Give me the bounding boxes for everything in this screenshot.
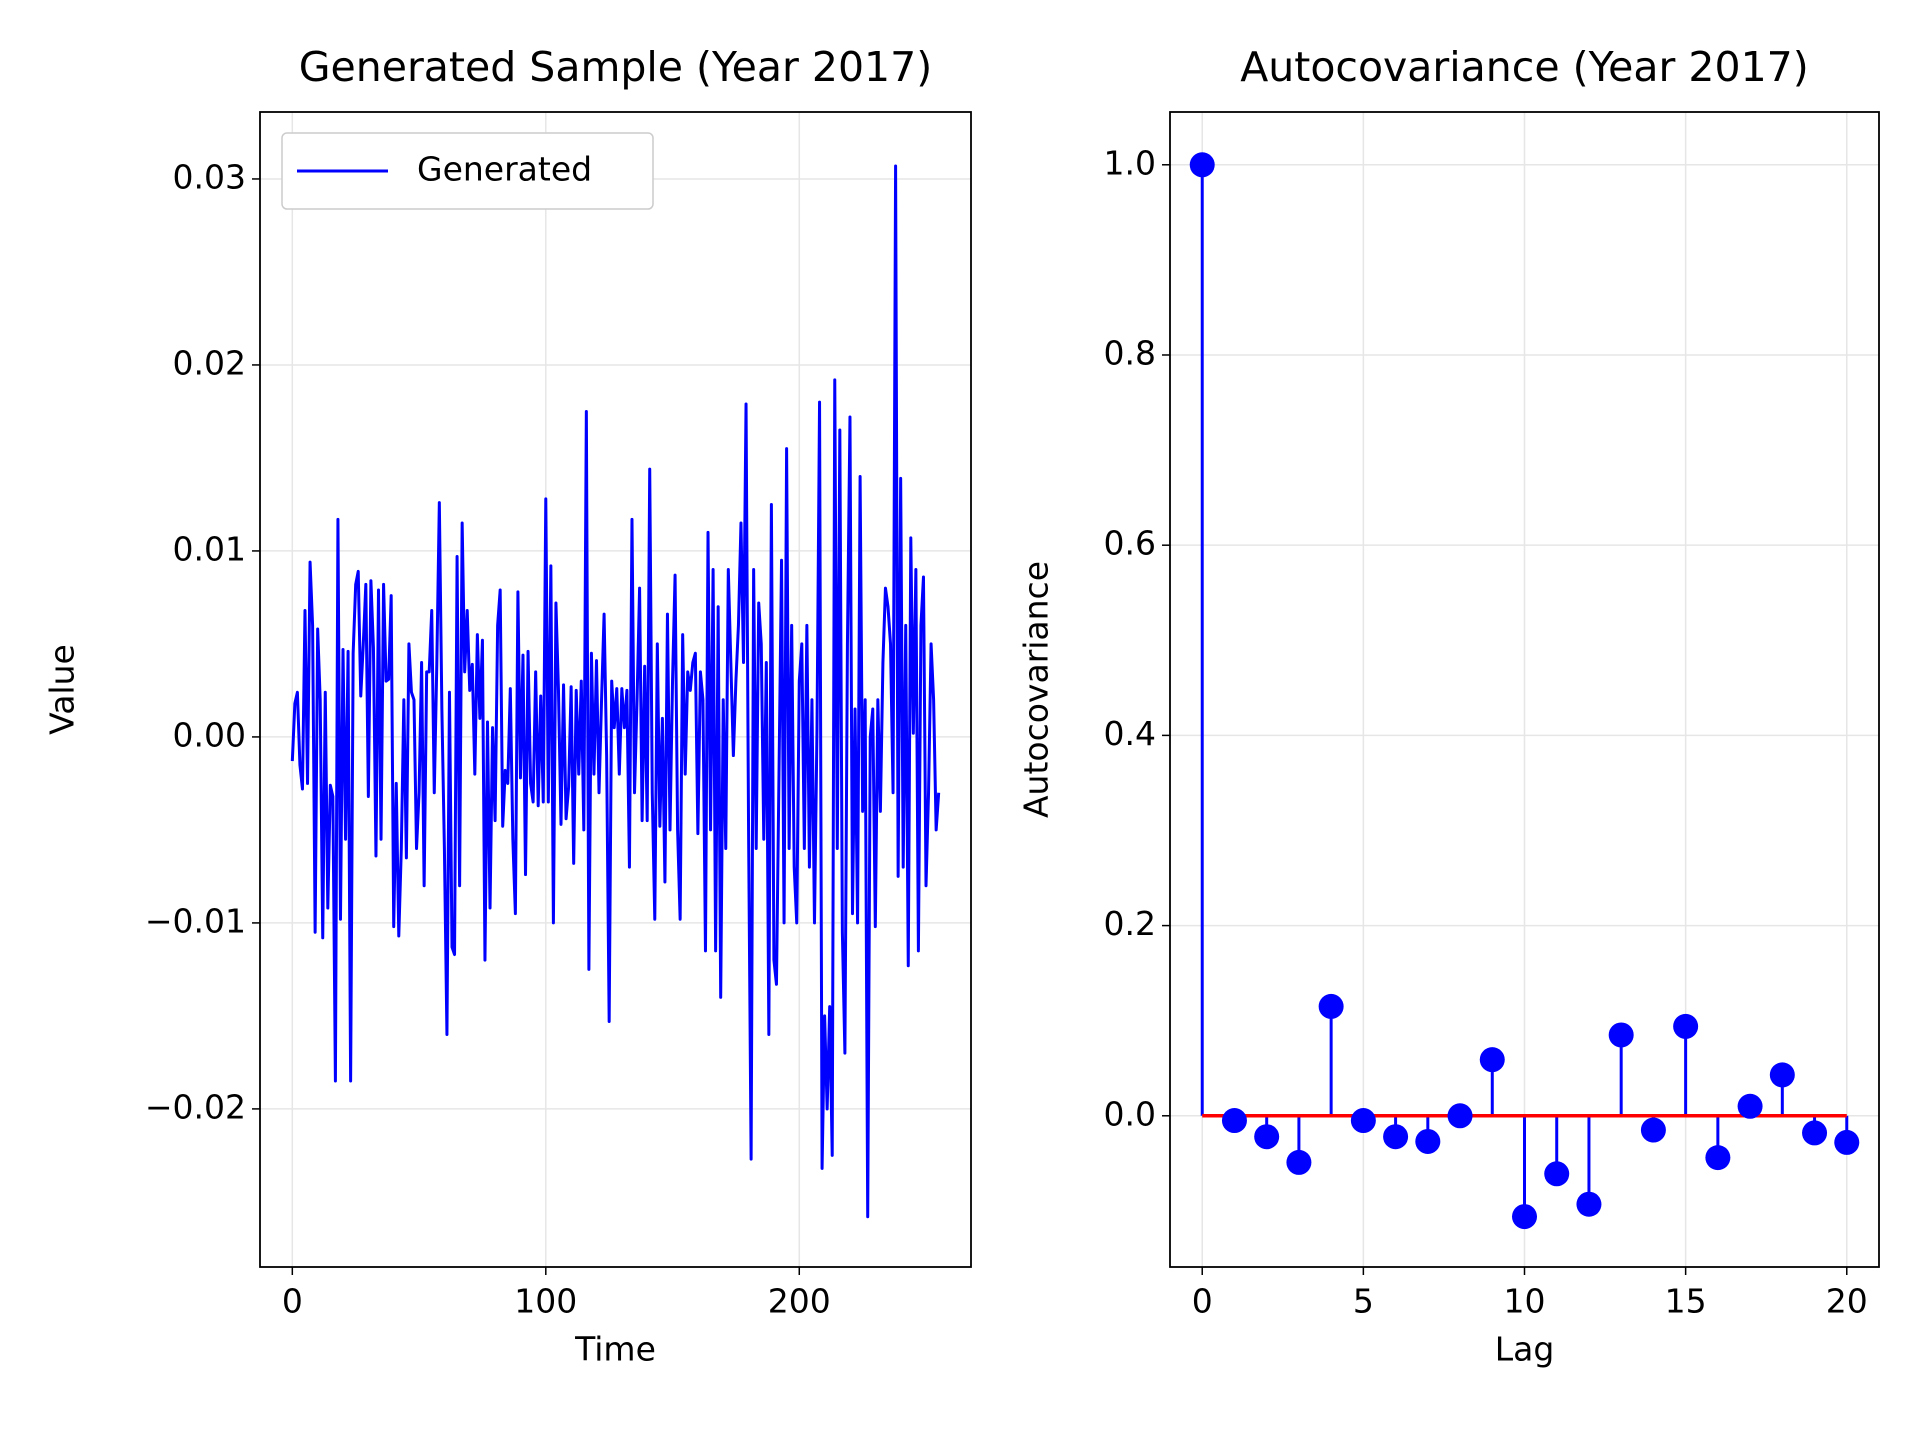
legend: Generated [281,132,654,210]
y-tick-label: −0.01 [145,901,246,940]
x-axis-label: Time [574,1330,656,1369]
stem-marker [1383,1124,1409,1150]
stem-marker [1640,1117,1666,1143]
stem-marker [1608,1022,1634,1048]
stem-marker [1834,1129,1860,1155]
stem-marker [1673,1013,1699,1039]
stem-marker [1576,1191,1602,1217]
x-tick-label: 5 [1353,1282,1374,1321]
y-tick-label: 0.6 [1104,524,1156,563]
y-tick-label: 0.03 [173,157,246,196]
stem-marker [1221,1108,1247,1134]
x-tick-label: 0 [282,1282,303,1321]
y-tick-label: 0.8 [1104,333,1156,372]
stem-marker [1802,1120,1828,1146]
stem-marker [1415,1128,1441,1154]
chart-title: Autocovariance (Year 2017) [1240,43,1809,91]
stem-marker [1286,1149,1312,1175]
axes-frame [1169,111,1880,1268]
y-tick-label: 0.00 [173,715,246,754]
stem-marker [1769,1062,1795,1088]
x-tick-label: 20 [1826,1282,1868,1321]
x-axis-label: Lag [1495,1330,1555,1369]
axes-frame [259,111,972,1268]
panel: 0 5 10 15 20 0.0 0.2 0.4 0.6 0.8 1.0 Autocovariance… [1017,43,1880,1369]
y-axis-label: Autocovariance [1017,561,1056,818]
y-axis-label: Value [43,644,82,735]
stem-marker [1544,1161,1570,1187]
stem-marker [1254,1124,1280,1150]
stem-marker [1318,993,1344,1019]
y-tick-label: 0.0 [1104,1094,1156,1133]
x-tick-label: 100 [514,1282,577,1321]
panel: 0 100 200 −0.02 −0.01 0.00 0.01 0.02 0.03 Generat… [43,43,972,1369]
x-tick-label: 0 [1192,1282,1213,1321]
legend-label: Generated [417,150,592,189]
x-tick-label: 10 [1504,1282,1546,1321]
chart-title: Generated Sample (Year 2017) [299,43,932,91]
x-tick-label: 200 [768,1282,831,1321]
stem-marker [1512,1204,1537,1230]
stem-marker [1350,1108,1376,1134]
stem-marker [1479,1047,1505,1073]
y-tick-label: −0.02 [145,1087,246,1126]
y-tick-label: 0.01 [173,529,246,568]
stem-marker [1705,1145,1731,1171]
stem-marker [1189,152,1215,178]
legend-box [281,132,654,210]
y-tick-label: 0.2 [1104,904,1156,943]
y-tick-label: 1.0 [1104,143,1156,182]
stem-marker [1447,1103,1473,1129]
x-tick-label: 15 [1665,1282,1707,1321]
y-tick-label: 0.4 [1104,714,1156,753]
data-line [290,164,941,1219]
stem-marker [1737,1093,1763,1119]
y-tick-label: 0.02 [173,343,246,382]
